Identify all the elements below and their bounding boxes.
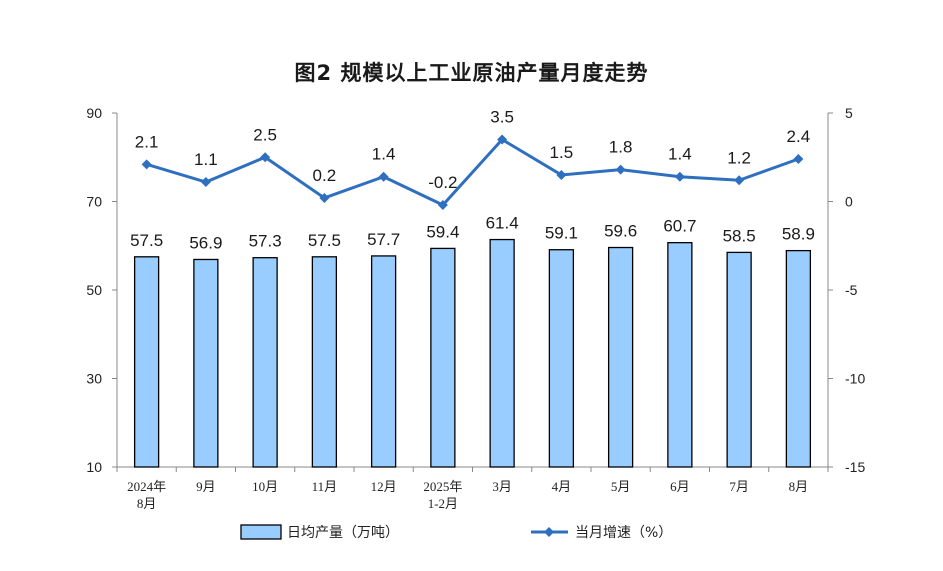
bar (133, 256, 160, 468)
line-data-label: 1.2 (727, 148, 751, 167)
legend: 日均产量（万吨） 当月增速（%） (240, 524, 672, 541)
line-marker (734, 175, 745, 186)
chart-title: 图2 规模以上工业原油产量月度走势 (294, 61, 649, 85)
bar-data-label: 59.4 (426, 222, 459, 241)
line-marker (378, 171, 389, 182)
line-data-label: 2.5 (253, 125, 277, 144)
right-tick-label: 5 (845, 105, 853, 121)
right-tick-label: -15 (845, 459, 865, 475)
bar (489, 238, 515, 468)
bar (430, 247, 456, 468)
bar-data-label: 61.4 (486, 214, 519, 233)
axes: 10 30 50 70 90 -15 -10 -5 0 5 2024年 8月 9月 10月 11月 12月 20… (86, 105, 865, 511)
x-tick-label: 3月 (492, 479, 512, 494)
x-tick-label: 11月 (312, 479, 338, 494)
x-tick-label: 4月 (552, 479, 572, 494)
bar (370, 255, 397, 468)
line-marker (615, 164, 626, 175)
line-data-label: 0.2 (313, 166, 337, 185)
line-series: 2.1 1.1 2.5 0.2 1.4 -0.2 3.5 1.5 1.8 1.4 1.2 2.4 (135, 108, 811, 211)
x-tick-label: 8月 (789, 479, 809, 494)
bar-data-label: 60.7 (663, 217, 696, 236)
bar (607, 246, 634, 468)
x-tick-label: 2025年 1-2月 (423, 479, 462, 511)
right-tick-label: -5 (845, 282, 858, 298)
bar-data-label: 59.6 (604, 222, 637, 241)
left-tick-label: 30 (86, 371, 102, 387)
x-tick-label: 12月 (371, 479, 397, 494)
line-data-label: 1.5 (550, 143, 574, 162)
bar-series: 57.5 56.9 57.3 57.5 57.7 59.4 61.4 59.1 59.6 60.7… (130, 214, 815, 468)
left-tick-label: 50 (86, 282, 102, 298)
line-marker (793, 154, 804, 165)
line-data-label: 1.1 (194, 150, 218, 169)
x-tick-label: 7月 (729, 479, 749, 494)
line-data-label: 2.4 (787, 127, 811, 146)
bar-data-label: 59.1 (545, 224, 578, 243)
line-marker (200, 177, 211, 188)
growth-line (146, 137, 799, 207)
right-tick-label: -10 (845, 371, 865, 387)
bar (785, 249, 812, 468)
legend-line-label: 当月增速（%） (575, 525, 672, 541)
x-tick-label: 5月 (611, 479, 631, 494)
bar-data-label: 56.9 (189, 233, 222, 252)
line-data-label: 3.5 (490, 108, 514, 127)
x-tick-label: 10月 (252, 479, 278, 494)
left-tick-label: 70 (86, 194, 102, 210)
line-data-label: 2.1 (135, 132, 159, 151)
line-marker (497, 134, 508, 145)
line-data-label: -0.2 (428, 173, 457, 192)
line-marker (319, 192, 330, 203)
left-tick-label: 90 (86, 105, 102, 121)
bar (548, 249, 575, 468)
bar-data-label: 57.7 (367, 230, 400, 249)
bar-data-label: 57.3 (249, 232, 282, 251)
bar-data-label: 57.5 (308, 231, 341, 250)
bar (726, 251, 752, 468)
bar (193, 258, 219, 468)
line-data-label: 1.4 (668, 145, 692, 164)
line-data-label: 1.8 (609, 138, 633, 157)
x-tick-label: 2024年 8月 (127, 479, 166, 511)
line-marker (556, 169, 567, 180)
right-tick-label: 0 (845, 194, 853, 210)
bar-data-label: 57.5 (130, 231, 163, 250)
left-tick-label: 10 (86, 459, 102, 475)
legend-line-marker (544, 527, 554, 537)
x-tick-label: 6月 (670, 479, 690, 494)
x-tick-label: 9月 (196, 479, 216, 494)
bar-data-label: 58.5 (723, 226, 756, 245)
line-marker (437, 200, 448, 211)
legend-bar-swatch (240, 524, 282, 540)
line-marker (260, 152, 271, 163)
bar (252, 257, 278, 468)
line-data-label: 1.4 (372, 145, 396, 164)
bar (667, 242, 693, 468)
legend-bar-label: 日均产量（万吨） (287, 525, 399, 541)
line-marker (141, 159, 152, 170)
bar-data-label: 58.9 (782, 225, 815, 244)
line-marker (674, 171, 685, 182)
bar (311, 256, 338, 468)
